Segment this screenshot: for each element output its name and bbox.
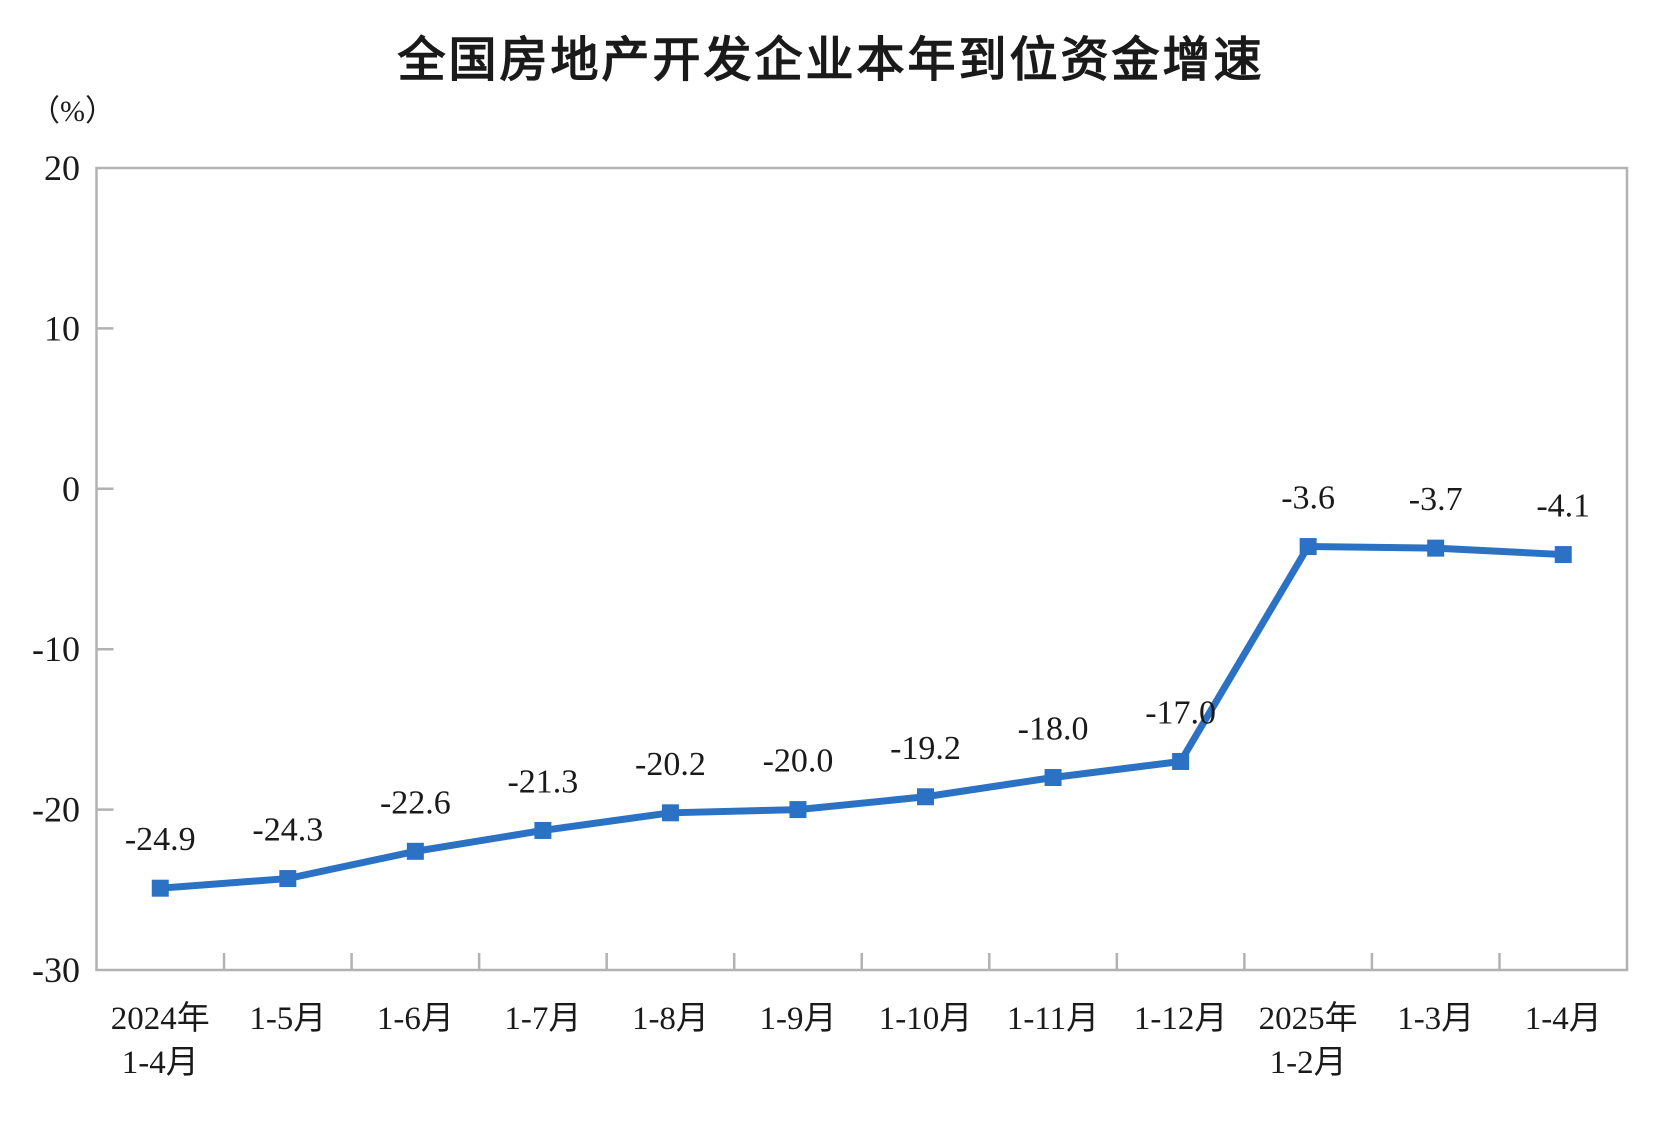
y-axis-tick-label: -30 <box>32 950 80 990</box>
data-point-marker <box>661 804 679 822</box>
data-point-label: -24.3 <box>252 812 323 849</box>
data-point-label: -24.9 <box>125 821 196 858</box>
data-point-label: -4.1 <box>1536 488 1590 525</box>
y-axis-tick-label: -10 <box>32 629 80 669</box>
y-axis-tick-label: -20 <box>32 790 80 830</box>
x-axis-tick-label: 1-7月 <box>504 1001 581 1037</box>
data-point-label: -20.2 <box>635 746 706 783</box>
x-axis-tick-label: 1-10月 <box>879 1001 973 1037</box>
x-axis-tick-label: 1-4月 <box>122 1045 199 1081</box>
y-axis-unit-label: （%） <box>30 95 115 128</box>
data-point-marker <box>789 801 807 819</box>
y-axis-tick-label: 20 <box>44 148 80 188</box>
data-point-label: -19.2 <box>890 730 961 767</box>
data-point-label: -22.6 <box>380 784 451 821</box>
data-point-marker <box>917 788 935 806</box>
x-axis-tick-label: 1-3月 <box>1397 1001 1474 1037</box>
data-point-label: -20.0 <box>763 743 834 780</box>
data-point-label: -21.3 <box>507 763 578 800</box>
x-axis-tick-label: 1-11月 <box>1007 1001 1099 1037</box>
data-point-marker <box>1554 546 1572 564</box>
data-point-marker <box>1427 539 1445 557</box>
x-axis-tick-label: 2024年 <box>111 1000 210 1037</box>
y-axis-tick-label: 10 <box>44 308 80 348</box>
chart-title: 全国房地产开发企业本年到位资金增速 <box>397 34 1265 87</box>
data-point-marker <box>1172 752 1190 770</box>
x-axis-tick-label: 1-9月 <box>759 1001 836 1037</box>
x-axis-tick-label: 1-6月 <box>377 1001 454 1037</box>
data-point-marker <box>534 821 552 839</box>
data-point-label: -3.7 <box>1409 481 1463 518</box>
plot-area-border <box>95 166 1629 972</box>
data-point-marker <box>151 879 169 897</box>
y-axis-tick-label: 0 <box>62 469 80 509</box>
x-axis-tick-label: 2025年 <box>1259 1000 1358 1037</box>
data-point-label: -17.0 <box>1145 694 1216 731</box>
data-point-marker <box>1299 538 1317 556</box>
data-point-marker <box>1044 769 1062 787</box>
data-line <box>160 543 1564 892</box>
x-axis-tick-label: 1-5月 <box>249 1001 326 1037</box>
x-axis-tick-label: 1-8月 <box>632 1001 709 1037</box>
data-point-label: -18.0 <box>1018 711 1089 748</box>
data-point-marker <box>279 870 297 888</box>
x-axis-tick-label: 1-12月 <box>1134 1001 1228 1037</box>
x-axis-tick-label: 1-2月 <box>1270 1045 1347 1081</box>
data-point-marker <box>406 842 424 860</box>
x-axis-tick-label: 1-4月 <box>1525 1001 1602 1037</box>
data-point-label: -3.6 <box>1281 480 1335 517</box>
